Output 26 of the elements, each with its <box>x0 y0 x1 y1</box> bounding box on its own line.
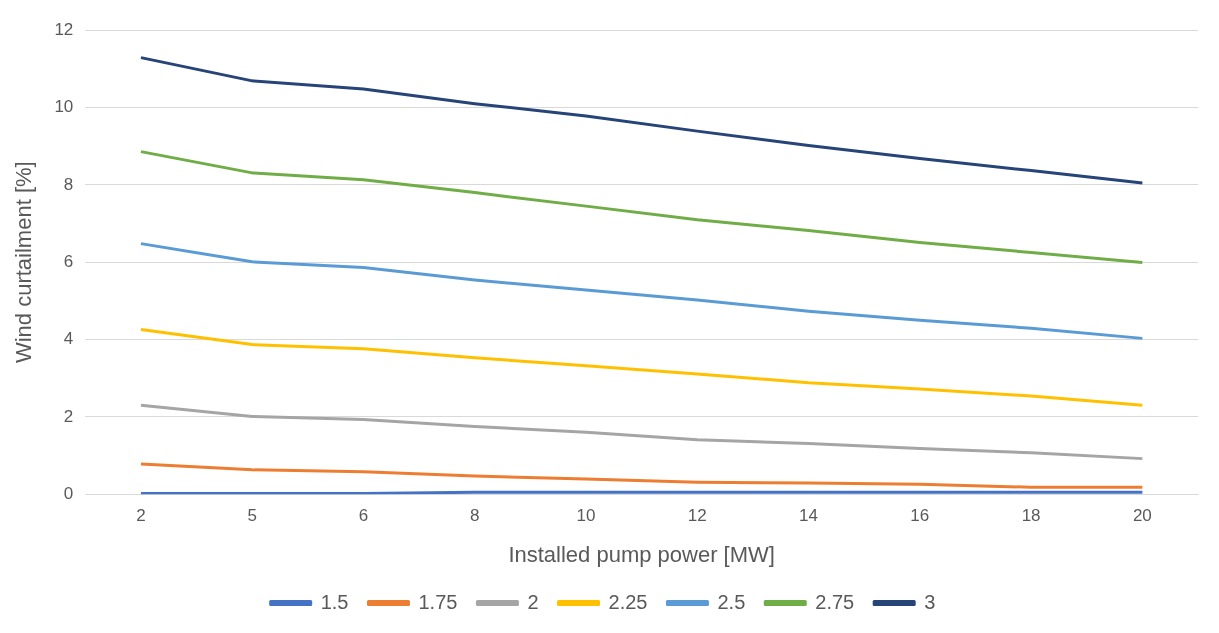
x-tick-label: 6 <box>358 506 369 526</box>
y-tick-label: 2 <box>63 406 74 426</box>
x-tick-label: 10 <box>576 506 596 526</box>
legend-label: 3 <box>924 590 936 613</box>
y-tick-label: 0 <box>63 483 74 503</box>
x-tick-label: 8 <box>470 506 480 526</box>
x-tick-label: 20 <box>1132 506 1152 526</box>
x-tick-label: 2 <box>136 506 146 526</box>
x-tick-label: 5 <box>247 506 257 526</box>
y-tick-label: 4 <box>63 329 74 349</box>
x-axis-title: Installed pump power [MW] <box>508 541 775 567</box>
y-tick-label: 8 <box>63 174 74 194</box>
legend-label: 2.25 <box>608 590 648 613</box>
y-axis-title: Wind curtailment [%] <box>11 161 37 364</box>
legend-label: 2.75 <box>815 590 855 613</box>
y-tick-label: 12 <box>54 19 74 39</box>
legend-label: 1.75 <box>418 590 458 613</box>
y-tick-label: 6 <box>63 251 74 271</box>
x-tick-label: 18 <box>1021 506 1041 526</box>
x-tick-label: 12 <box>687 506 707 526</box>
legend-label: 2.5 <box>717 590 746 613</box>
x-tick-label: 14 <box>799 506 819 526</box>
x-tick-label: 16 <box>910 506 930 526</box>
legend-label: 1.5 <box>320 590 349 613</box>
y-tick-label: 10 <box>54 97 74 117</box>
legend-label: 2 <box>527 590 539 613</box>
